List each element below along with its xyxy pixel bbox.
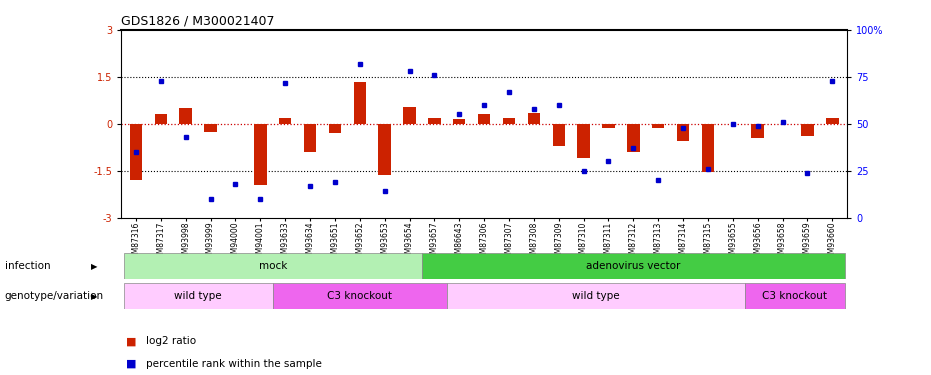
Bar [577,124,590,158]
Bar [552,124,565,146]
Bar [273,283,447,309]
Bar [378,124,391,176]
Bar [124,253,422,279]
Bar [745,283,844,309]
Bar [447,283,745,309]
Bar [677,124,689,141]
Bar [204,124,217,132]
Bar [802,124,814,136]
Bar [354,82,366,124]
Text: C3 knockout: C3 knockout [762,291,828,301]
Text: genotype/variation: genotype/variation [5,291,103,301]
Bar [329,124,341,133]
Bar [124,283,273,309]
Bar [478,114,491,124]
Bar [627,124,640,152]
Text: C3 knockout: C3 knockout [328,291,392,301]
Text: GDS1826 / M300021407: GDS1826 / M300021407 [121,15,275,27]
Text: adenovirus vector: adenovirus vector [587,261,681,271]
Bar [751,124,764,138]
Text: log2 ratio: log2 ratio [146,336,196,346]
Bar [702,124,714,172]
Bar [826,117,839,124]
Text: ▶: ▶ [91,262,98,271]
Text: mock: mock [259,261,287,271]
Bar [528,113,540,124]
Text: ■: ■ [126,336,136,346]
Text: percentile rank within the sample: percentile rank within the sample [146,359,322,369]
Bar [254,124,266,185]
Bar [304,124,317,152]
Bar [453,119,466,124]
Text: ▶: ▶ [91,292,98,301]
Bar [503,117,515,124]
Bar [155,114,167,124]
Text: wild type: wild type [174,291,222,301]
Bar [428,117,440,124]
Bar [180,108,192,124]
Bar [602,124,614,128]
Bar [129,124,142,180]
Bar [279,117,291,124]
Text: infection: infection [5,261,50,271]
Bar [422,253,844,279]
Text: wild type: wild type [573,291,620,301]
Text: ■: ■ [126,359,136,369]
Bar [652,124,665,128]
Bar [403,106,416,124]
